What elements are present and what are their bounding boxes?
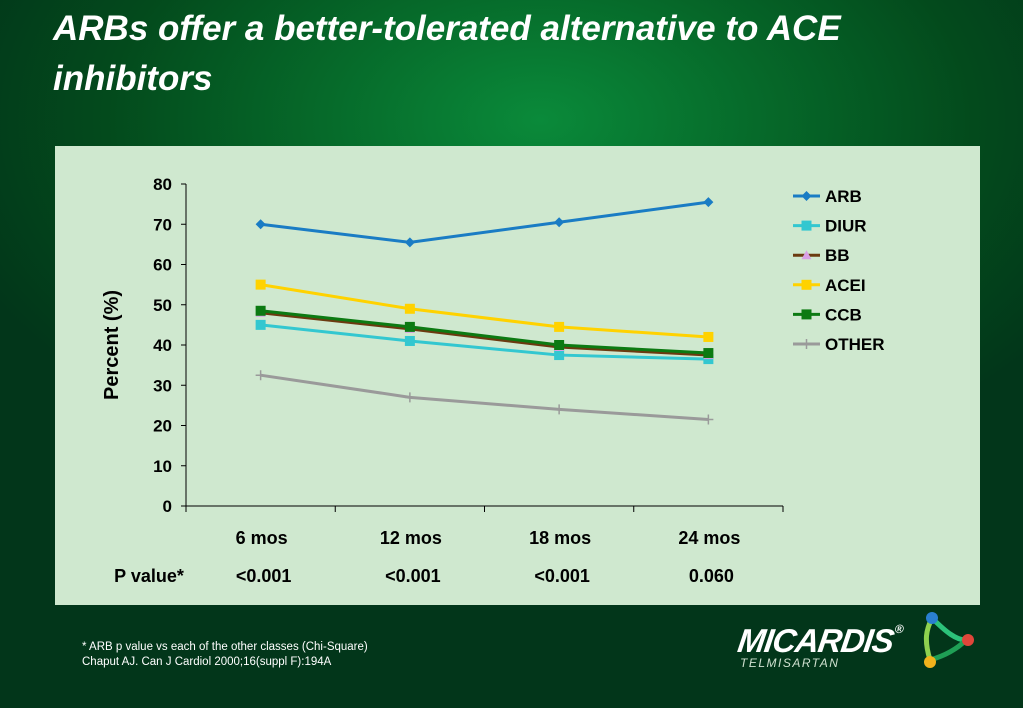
- data-point-diur: [255, 319, 266, 330]
- data-point-other: [404, 392, 415, 403]
- x-tick-label: 24 mos: [678, 528, 740, 548]
- data-point-ccb: [703, 348, 714, 359]
- legend-label: BB: [825, 246, 850, 265]
- y-tick-label: 20: [153, 417, 172, 436]
- y-tick-label: 10: [153, 457, 172, 476]
- data-point-ccb: [404, 321, 415, 332]
- data-point-ccb: [554, 340, 565, 350]
- chart-panel: 0 10 20 30 40 50 60 70 80 Percent (%) 6 mos 12 mos 1…: [55, 146, 980, 605]
- slide-title: ARBs offer a better-tolerated alternativ…: [53, 9, 841, 98]
- series-line-arb: [260, 200, 709, 244]
- series-line-bb: [260, 311, 709, 357]
- footnote-citation: Chaput AJ. Can J Cardiol 2000;16(suppl F…: [82, 656, 332, 668]
- y-tick-label: 70: [153, 215, 172, 234]
- y-tick-label: 30: [153, 376, 172, 395]
- data-point-diur: [554, 350, 565, 361]
- data-point-arb: [404, 237, 415, 248]
- legend-label: DIUR: [825, 217, 867, 236]
- footnote-pvalue: * ARB p value vs each of the other class…: [82, 641, 368, 653]
- pvalue-cell: 0.060: [689, 566, 734, 586]
- data-point-other: [255, 370, 266, 381]
- series-line-diur: [260, 323, 709, 361]
- pvalue-label: P value*: [114, 566, 184, 586]
- brand-logo: MICARDIS® TELMISARTAN: [735, 610, 988, 690]
- y-tick-label: 80: [153, 175, 172, 194]
- legend-label: ACEI: [825, 276, 866, 295]
- brand-subtitle: TELMISARTAN: [740, 656, 840, 670]
- legend-marker: [801, 220, 812, 231]
- footnotes: * ARB p value vs each of the other class…: [82, 640, 368, 670]
- series-line-ccb: [260, 309, 709, 355]
- pvalue-cell: <0.001: [385, 566, 441, 586]
- series-line-acei: [260, 283, 709, 339]
- y-tick-label: 40: [153, 336, 172, 355]
- data-point-ccb: [255, 305, 266, 316]
- data-point-other: [554, 404, 565, 415]
- data-point-acei: [703, 331, 714, 342]
- registered-mark: ®: [893, 622, 904, 636]
- x-tick-label: 6 mos: [236, 528, 288, 548]
- data-point-diur: [404, 335, 415, 346]
- data-point-acei: [404, 303, 415, 314]
- y-axis-label: Percent (%): [101, 290, 123, 400]
- data-point-other: [703, 414, 714, 425]
- data-point-arb: [255, 219, 266, 230]
- legend-marker: [801, 191, 812, 201]
- x-tick-label: 12 mos: [380, 528, 442, 548]
- legend-marker: [801, 279, 812, 290]
- legend-label: ARB: [825, 187, 862, 206]
- series-line-other: [260, 373, 709, 421]
- data-point-acei: [554, 321, 565, 332]
- pvalue-cell: <0.001: [534, 566, 590, 586]
- legend-marker: [801, 250, 812, 260]
- data-point-arb: [703, 197, 714, 208]
- data-point-acei: [255, 279, 266, 290]
- line-chart: 0 10 20 30 40 50 60 70 80 Percent (%) 6 mos 12 mos 1…: [101, 175, 885, 586]
- y-tick-label: 60: [153, 256, 172, 275]
- y-tick-label: 50: [153, 296, 172, 315]
- legend-label: CCB: [825, 305, 862, 324]
- legend-marker: [801, 339, 812, 349]
- data-point-arb: [554, 217, 565, 228]
- legend-label: OTHER: [825, 335, 885, 354]
- data-point-diur: [703, 354, 714, 365]
- brand-name: MICARDIS®: [735, 622, 904, 659]
- molecule-icon: [923, 612, 974, 668]
- x-tick-label: 18 mos: [529, 528, 591, 548]
- pvalue-cell: <0.001: [236, 566, 292, 586]
- y-tick-label: 0: [163, 497, 172, 516]
- legend-marker: [801, 309, 812, 320]
